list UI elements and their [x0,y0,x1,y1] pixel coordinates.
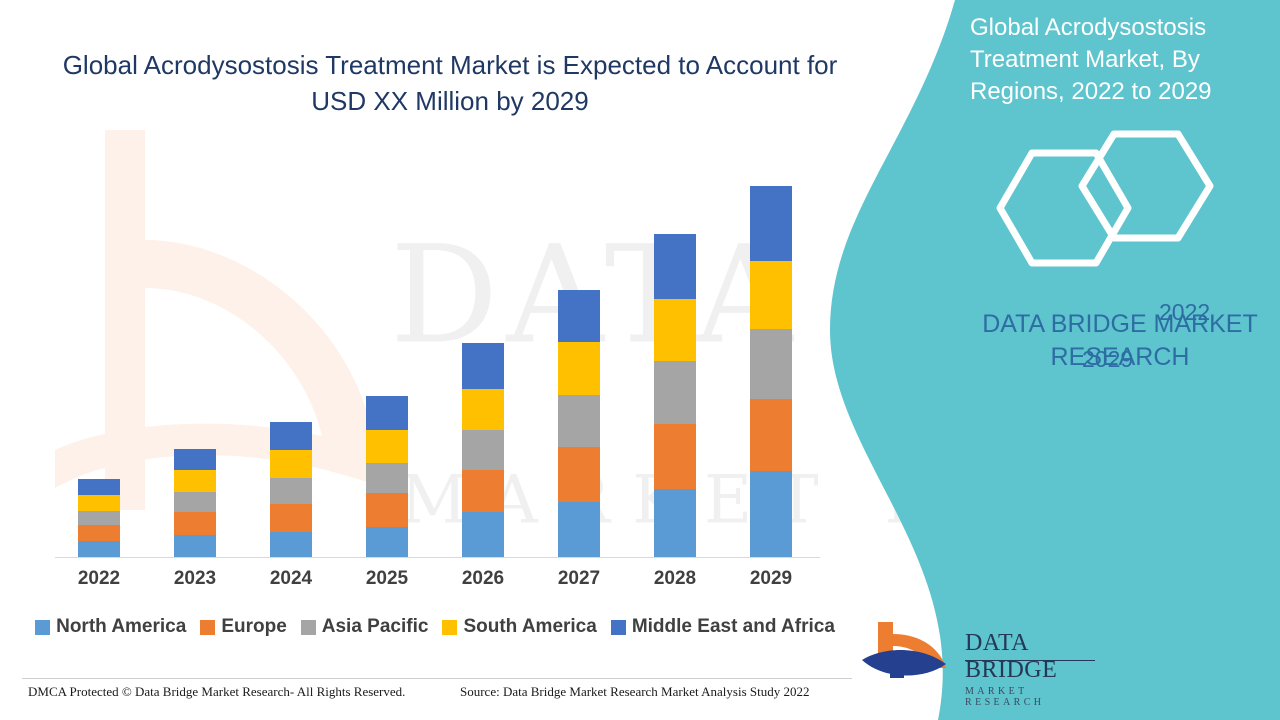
x-axis-label-2028: 2028 [653,568,697,589]
bar-segment-2026-asia-pacific[interactable] [462,430,504,470]
bar-segment-2023-europe[interactable] [174,512,216,535]
bar-2027[interactable] [558,290,600,557]
bar-segment-2024-middle-east-and-africa[interactable] [270,422,312,450]
chart-legend: North America Europe Asia Pacific South Ame… [0,616,870,638]
legend-label: South America [463,616,597,637]
legend-label: North America [56,616,187,637]
logo-subtitle: MARKET RESEARCH [965,686,1045,708]
legend-label: Asia Pacific [321,616,429,637]
bar-segment-2026-europe[interactable] [462,470,504,512]
legend-swatch-icon [442,619,458,635]
bar-segment-2026-middle-east-and-africa[interactable] [462,343,504,389]
bar-segment-2027-south-america[interactable] [558,342,600,395]
x-axis-label-2022: 2022 [77,568,121,589]
legend-swatch-icon [35,619,51,635]
x-axis-line [55,557,820,558]
bar-segment-2022-europe[interactable] [78,525,120,541]
bar-segment-2024-north-america[interactable] [270,532,312,557]
bar-segment-2023-south-america[interactable] [174,470,216,492]
side-panel: Global Acrodysostosis Treatment Market, … [820,0,1280,720]
bar-segment-2024-europe[interactable] [270,504,312,532]
bar-segment-2025-south-america[interactable] [366,430,408,463]
bar-segment-2026-south-america[interactable] [462,389,504,430]
hexagon-2029-shape [996,149,1132,267]
x-axis-label-2026: 2026 [461,568,505,589]
bar-segment-2029-europe[interactable] [750,399,792,471]
legend-swatch-icon [300,619,316,635]
data-bridge-logo: DATA BRIDGE MARKET RESEARCH [860,620,1100,708]
footer-divider [22,678,852,679]
logo-title: DATA BRIDGE [965,630,1058,683]
legend-item-asia-pacific[interactable]: Asia Pacific [300,616,429,638]
bar-segment-2023-asia-pacific[interactable] [174,492,216,512]
x-axis-label-2024: 2024 [269,568,313,589]
panel-title: Global Acrodysostosis Treatment Market, … [970,14,1212,105]
bar-segment-2024-south-america[interactable] [270,450,312,478]
bar-segment-2027-middle-east-and-africa[interactable] [558,290,600,342]
bar-segment-2025-middle-east-and-africa[interactable] [366,396,408,430]
bar-segment-2024-asia-pacific[interactable] [270,478,312,504]
x-axis-label-2027: 2027 [557,568,601,589]
legend-swatch-icon [610,619,626,635]
legend-item-south-america[interactable]: South America [442,616,597,638]
bar-2026[interactable] [462,343,504,557]
bar-segment-2028-europe[interactable] [654,424,696,489]
bar-2025[interactable] [366,396,408,557]
bar-segment-2026-north-america[interactable] [462,512,504,557]
bar-segment-2025-asia-pacific[interactable] [366,463,408,493]
bar-segment-2022-asia-pacific[interactable] [78,511,120,525]
bar-segment-2028-north-america[interactable] [654,489,696,557]
hexagon-2022-shape [1078,130,1214,242]
bar-segment-2027-north-america[interactable] [558,502,600,557]
bar-2029[interactable] [750,186,792,557]
x-axis-labels: 2022 2023 2024 2025 2026 2027 2028 2029 [0,568,1000,598]
x-axis-label-2025: 2025 [365,568,409,589]
bar-segment-2029-middle-east-and-africa[interactable] [750,186,792,261]
legend-item-europe[interactable]: Europe [200,616,287,638]
stacked-bar-chart [55,186,820,558]
bar-segment-2028-asia-pacific[interactable] [654,361,696,424]
data-bridge-logo-icon [862,622,946,678]
bar-segment-2027-europe[interactable] [558,447,600,502]
bar-segment-2029-north-america[interactable] [750,471,792,557]
hexagon-label-2029: 2029 [1082,346,1134,372]
bar-segment-2023-middle-east-and-africa[interactable] [174,449,216,470]
bar-segment-2029-asia-pacific[interactable] [750,329,792,399]
bar-segment-2029-south-america[interactable] [750,261,792,329]
footer-copyright: DMCA Protected © Data Bridge Market Rese… [28,684,406,699]
legend-item-middle-east-and-africa[interactable]: Middle East and Africa [610,616,835,638]
brand-name: DATA BRIDGE MARKET RESEARCH [982,310,1258,371]
bar-2024[interactable] [270,422,312,557]
legend-label: Europe [221,616,287,637]
bar-segment-2028-middle-east-and-africa[interactable] [654,234,696,299]
bar-2028[interactable] [654,234,696,557]
x-axis-label-2023: 2023 [173,568,217,589]
bar-segment-2022-south-america[interactable] [78,495,120,511]
bar-2023[interactable] [174,449,216,557]
teal-background-shape [830,0,1280,720]
chart-title: Global Acrodysostosis Treatment Market i… [62,50,838,116]
bar-segment-2022-middle-east-and-africa[interactable] [78,479,120,495]
bar-segment-2022-north-america[interactable] [78,541,120,557]
legend-swatch-icon [200,619,216,635]
bar-segment-2025-europe[interactable] [366,493,408,527]
year-hexagons: 2022 2029 [970,128,1270,372]
legend-item-north-america[interactable]: North America [35,616,186,638]
bar-segment-2023-north-america[interactable] [174,535,216,557]
legend-label: Middle East and Africa [631,616,835,637]
logo-underline [965,660,1095,661]
footer-source: Source: Data Bridge Market Research Mark… [460,684,810,699]
hexagon-label-2022: 2022 [1159,299,1211,325]
bar-segment-2028-south-america[interactable] [654,299,696,361]
bar-segment-2025-north-america[interactable] [366,527,408,557]
bar-segment-2027-asia-pacific[interactable] [558,395,600,447]
bar-2022[interactable] [78,479,120,557]
x-axis-label-2029: 2029 [749,568,793,589]
